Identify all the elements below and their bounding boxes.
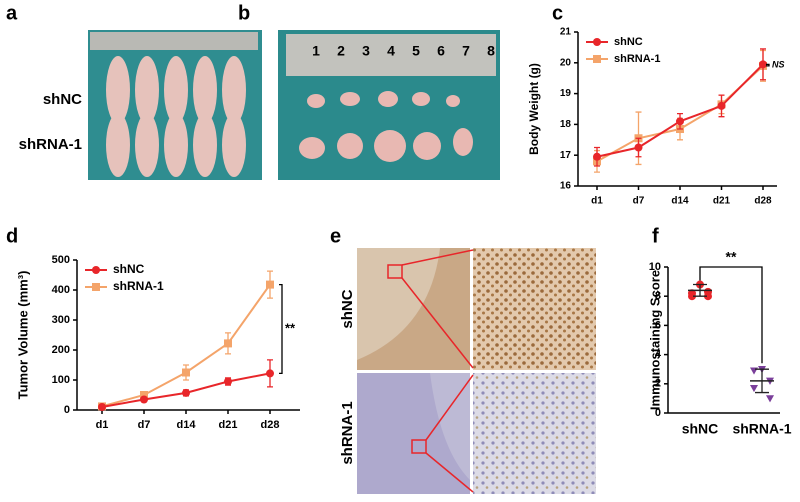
photo-e: shNC shRNA-1 [339, 248, 596, 494]
row-label: shNC [43, 91, 82, 108]
y-axis-label: Immunostaining Score [647, 270, 662, 410]
point [140, 395, 148, 404]
y-tick-label: 4 [655, 349, 662, 361]
point [593, 152, 601, 161]
y-tick-label: 10 [649, 261, 661, 273]
y-axis-label: Tumor Volume (mm³) [15, 271, 30, 400]
x-tick-label: d7 [633, 196, 645, 207]
row-label: shRNA-1 [339, 401, 356, 464]
photo-a: shNC shRNA-1 [19, 30, 262, 180]
annotation: ** [726, 249, 737, 265]
legend-label: shRNA-1 [113, 279, 164, 293]
x-tick-label: shRNA-1 [732, 421, 791, 437]
panel-letter: f [652, 225, 659, 247]
bracket [279, 283, 283, 375]
point [224, 339, 232, 348]
y-axis-label: Body Weight (g) [527, 63, 541, 155]
y-tick-label: 6 [655, 319, 661, 331]
point [634, 143, 643, 152]
y-tick-label: 2 [655, 378, 661, 390]
annotation: ** [285, 320, 296, 335]
point [182, 388, 190, 397]
x-tick-label: d28 [754, 196, 772, 207]
x-tick-label: d7 [138, 419, 151, 431]
point [766, 395, 774, 403]
ruler-label: 2 [337, 43, 345, 59]
x-tick-label: d21 [713, 196, 731, 207]
photo-b: 1 2 3 4 5 6 7 8 [278, 30, 500, 180]
x-tick-label: d28 [261, 419, 280, 431]
y-tick-label: 500 [52, 254, 70, 266]
point [92, 283, 100, 291]
panel-letter: b [238, 2, 250, 24]
bracket [766, 63, 770, 67]
panel-letter: d [6, 225, 18, 247]
ruler-label: 7 [462, 43, 470, 59]
ruler-label: 4 [387, 43, 395, 59]
y-tick-label: 21 [560, 27, 572, 38]
point [224, 377, 232, 386]
error-bar [693, 283, 707, 297]
y-tick-label: 100 [52, 374, 70, 386]
y-tick-label: 19 [560, 88, 572, 99]
panel-letter: e [330, 225, 341, 247]
point [182, 368, 190, 377]
point [92, 266, 100, 274]
y-tick-label: 0 [64, 404, 70, 416]
legend-label: shNC [113, 262, 145, 276]
ruler-label: 6 [437, 43, 445, 59]
panel-letter: a [6, 2, 18, 24]
y-tick-label: 300 [52, 314, 70, 326]
row-label: shNC [339, 289, 356, 328]
error-bar [755, 368, 769, 394]
row-label: shRNA-1 [19, 136, 82, 153]
point [759, 60, 767, 69]
legend-label: shRNA-1 [614, 53, 660, 65]
x-tick-label: d14 [671, 196, 689, 207]
point [98, 403, 106, 411]
annotation: NS [772, 59, 785, 69]
y-tick-label: 0 [655, 407, 661, 419]
point [266, 280, 274, 289]
ruler-label: 3 [362, 43, 370, 59]
x-tick-label: d1 [591, 196, 603, 207]
y-tick-label: 20 [560, 57, 572, 68]
point [593, 55, 601, 63]
y-tick-label: 18 [560, 119, 572, 130]
x-tick-label: d1 [96, 419, 109, 431]
y-tick-label: 400 [52, 284, 70, 296]
ruler-label: 1 [312, 43, 320, 59]
panel-letter: c [552, 2, 563, 24]
point [140, 391, 148, 399]
x-tick-label: d21 [219, 419, 238, 431]
y-tick-label: 16 [560, 181, 572, 192]
series-line [101, 284, 271, 408]
y-tick-label: 200 [52, 344, 70, 356]
ruler-label: 5 [412, 43, 420, 59]
point [704, 287, 712, 296]
legend-label: shNC [614, 36, 643, 48]
y-tick-label: 8 [655, 290, 661, 302]
bracket [699, 266, 763, 364]
x-tick-label: d14 [177, 419, 197, 431]
point [717, 101, 726, 110]
point [593, 38, 601, 46]
y-tick-label: 17 [560, 150, 572, 161]
point [676, 117, 684, 126]
x-tick-label: shNC [682, 421, 719, 437]
point [266, 369, 274, 378]
point [688, 292, 696, 301]
point [750, 384, 758, 393]
ruler-label: 8 [487, 43, 495, 59]
point [750, 367, 758, 375]
series-line [596, 63, 764, 158]
